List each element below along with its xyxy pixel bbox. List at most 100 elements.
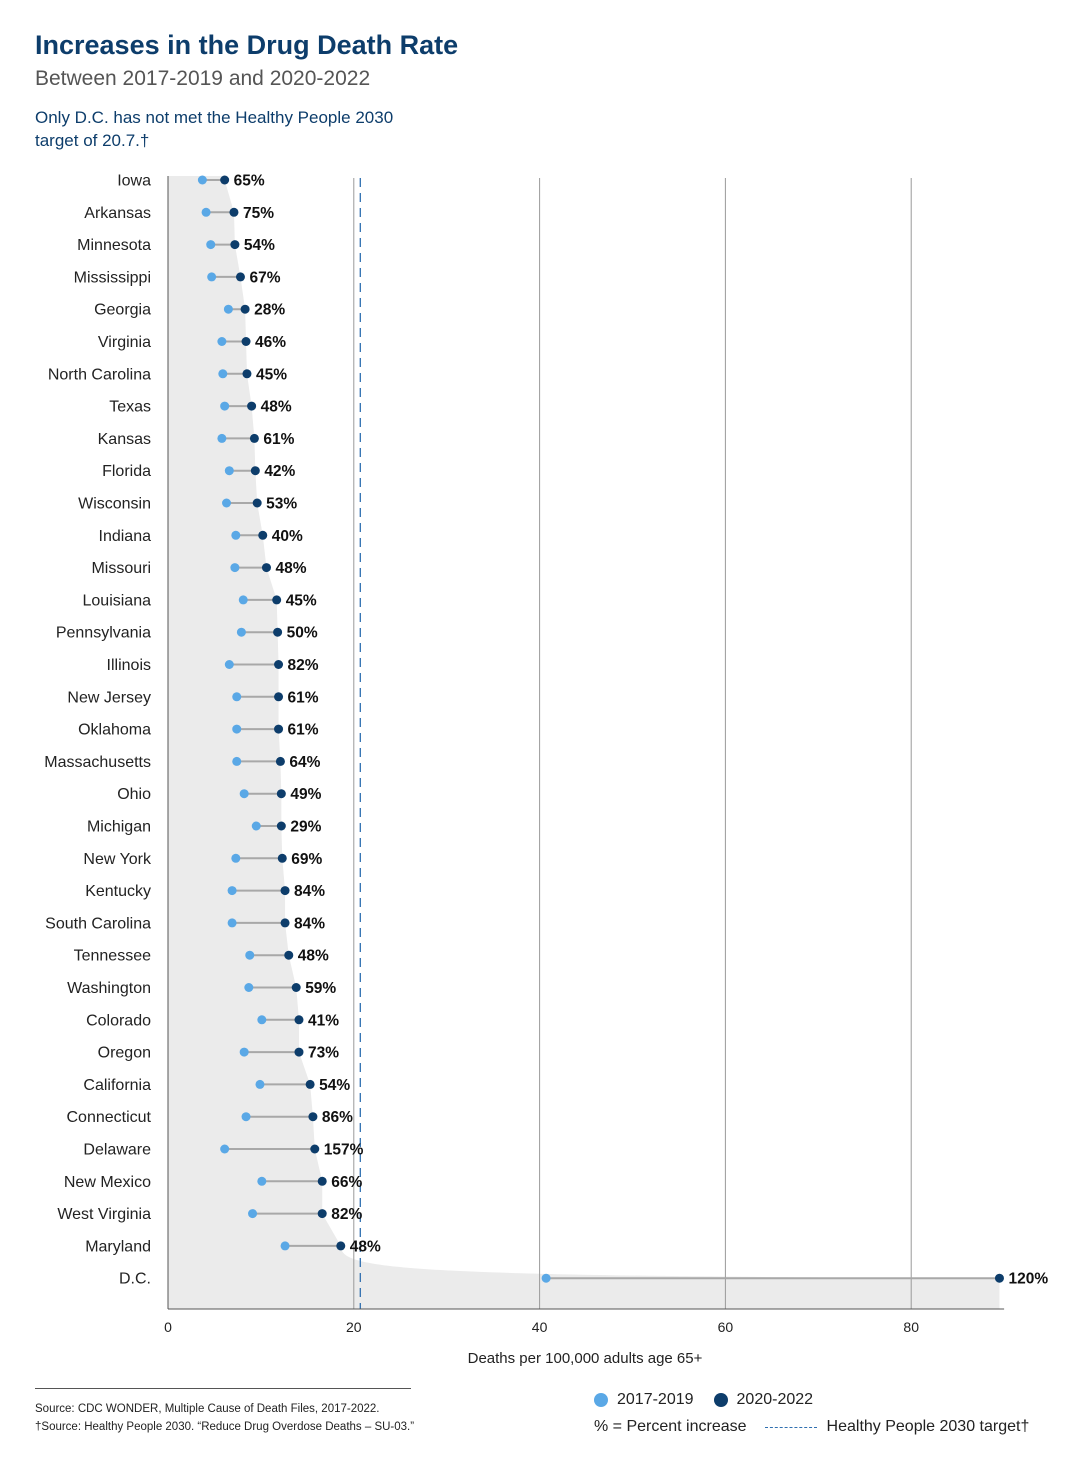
dot-2017-florida [224,466,234,476]
pct-label-massachusetts: 64% [289,754,320,771]
legend-dot-2020-icon [713,1393,728,1407]
pct-label-west-virginia: 82% [331,1206,362,1223]
dot-2017-iowa [197,175,207,185]
state-label-pennsylvania: Pennsylvania [56,625,151,642]
pct-label-south-carolina: 84% [294,915,325,932]
dot-2020-wisconsin [252,498,262,508]
dot-2020-new-jersey [274,692,284,702]
dot-2020-florida [250,466,260,476]
dot-2017-california [255,1079,265,1089]
state-label-maryland: Maryland [85,1238,151,1255]
state-label-new-mexico: New Mexico [64,1174,151,1191]
state-label-ohio: Ohio [117,786,151,803]
state-label-kansas: Kansas [98,431,151,448]
state-label-new-jersey: New Jersey [67,689,151,706]
state-label-missouri: Missouri [91,560,151,577]
legend-target-label: Healthy People 2030 target† [826,1418,1030,1435]
state-label-minnesota: Minnesota [77,237,151,254]
pct-label-california: 54% [319,1077,350,1094]
pct-label-georgia: 28% [254,302,285,319]
pct-label-virginia: 46% [255,334,286,351]
pct-label-florida: 42% [264,463,295,480]
dot-2020-california [305,1079,315,1089]
state-label-virginia: Virginia [98,334,151,351]
x-tick-label-0: 0 [164,1319,172,1335]
dot-2020-d-c [994,1273,1004,1283]
pct-label-oregon: 73% [308,1045,339,1062]
dot-2017-georgia [223,304,233,314]
dumbbell-chart: 0 20 40 60 80 Deaths per 100,000 adults age 6… [44,173,1048,1368]
dot-2020-minnesota [230,240,240,250]
dot-2020-west-virginia [317,1209,327,1219]
dot-2020-connecticut [308,1112,318,1122]
dot-2020-pennsylvania [273,627,283,637]
state-label-kentucky: Kentucky [85,883,151,900]
state-label-oklahoma: Oklahoma [78,722,151,739]
dot-2020-mississippi [235,272,245,282]
source-line-2: †Source: Healthy People 2030. “Reduce Dr… [35,1421,415,1433]
state-label-illinois: Illinois [107,657,151,674]
dot-2017-new-mexico [257,1176,267,1186]
dot-2017-massachusetts [232,756,242,766]
dot-2017-delaware [220,1144,230,1154]
chart-title: Increases in the Drug Death Rate [35,30,459,60]
pct-label-colorado: 41% [308,1012,339,1029]
x-tick-label-80: 80 [903,1319,919,1335]
dot-2017-arkansas [201,207,211,217]
dot-2017-new-jersey [232,692,242,702]
state-label-tennessee: Tennessee [74,948,151,965]
state-label-north-carolina: North Carolina [48,366,151,383]
dot-2017-texas [220,401,230,411]
footer-rule [35,1388,411,1389]
state-label-massachusetts: Massachusetts [44,754,151,771]
state-label-west-virginia: West Virginia [57,1206,151,1223]
state-label-washington: Washington [67,980,151,997]
dot-2020-michigan [276,821,286,831]
dot-2017-south-carolina [227,918,237,928]
pct-label-pennsylvania: 50% [287,625,318,642]
state-label-new-york: New York [83,851,152,868]
legend-dot-2017-icon [594,1393,608,1407]
dot-2020-washington [291,983,301,992]
pct-label-connecticut: 86% [322,1109,353,1126]
dot-2020-colorado [294,1015,304,1025]
pct-label-kentucky: 84% [294,883,325,900]
state-label-delaware: Delaware [83,1142,151,1159]
dot-2017-west-virginia [248,1209,258,1219]
pct-label-tennessee: 48% [298,948,329,965]
pct-label-new-york: 69% [291,851,322,868]
pct-label-oklahoma: 61% [288,722,319,739]
dot-2017-minnesota [206,240,216,250]
state-label-arkansas: Arkansas [84,205,151,222]
dot-2020-north-carolina [242,369,252,379]
dot-2020-iowa [220,175,230,185]
pct-label-wisconsin: 53% [266,496,297,513]
pct-label-new-mexico: 66% [331,1174,362,1191]
dot-2017-ohio [239,789,249,799]
state-label-louisiana: Louisiana [83,592,152,609]
dot-2020-oregon [294,1047,304,1057]
dot-2017-washington [244,983,254,992]
pct-label-minnesota: 54% [244,237,275,254]
pct-label-delaware: 157% [324,1142,364,1159]
pct-label-new-jersey: 61% [288,689,319,706]
pct-label-texas: 48% [261,399,292,416]
target-note: Only D.C. has not met the Healthy People… [35,106,465,152]
dot-2017-illinois [224,660,234,669]
dot-2017-missouri [230,563,240,573]
pct-label-mississippi: 67% [249,269,280,286]
dot-2020-massachusetts [275,756,285,766]
dot-2017-michigan [251,821,261,831]
state-label-iowa: Iowa [117,173,151,190]
pct-label-arkansas: 75% [243,205,274,222]
legend-percent-note: % = Percent increase [594,1418,747,1435]
x-axis-label: Deaths per 100,000 adults age 65+ [468,1350,703,1367]
dot-2020-louisiana [272,595,282,605]
pct-label-indiana: 40% [272,528,303,545]
pct-label-missouri: 48% [275,560,306,577]
dot-2020-indiana [258,530,268,540]
dot-2017-pennsylvania [236,627,246,637]
target-note-line-2: target of 20.7.† [35,131,150,150]
pct-label-kansas: 61% [263,431,294,448]
state-label-mississippi: Mississippi [74,269,151,286]
